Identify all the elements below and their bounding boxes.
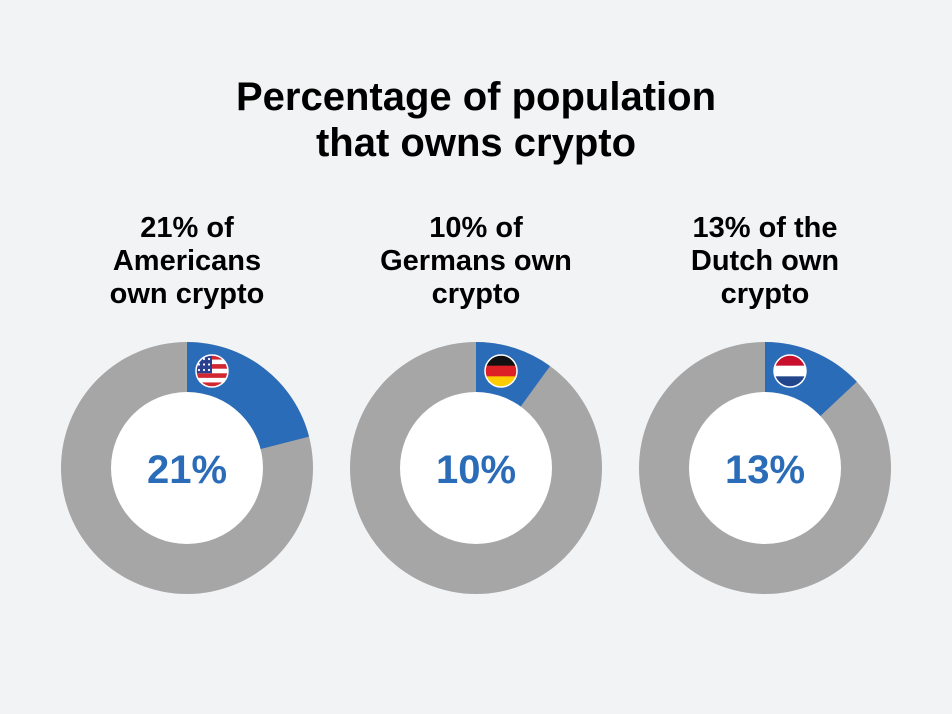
flag-stripe [196,377,228,383]
caption-line: crypto [431,278,521,310]
flag-border [484,354,518,388]
flag-band [485,365,517,377]
germany-flag-icon [485,355,517,387]
flag-border [773,354,807,388]
caption-line: crypto [720,278,810,310]
caption-line: 10% of [429,212,523,244]
caption-line: 13% of the [692,212,838,244]
caption-line: 21% of [140,212,234,244]
flag-star [197,368,201,372]
flag-band [774,376,806,387]
donut-hole [111,392,263,544]
donut-hole [689,392,841,544]
flag-star [207,363,211,366]
donut-center-label: 21% [147,448,227,492]
caption-line: Germans own [380,245,572,277]
panel-caption-us: 21% of Americans own crypto [57,212,317,311]
flag-band [485,376,517,387]
panel-caption-netherlands: 13% of the Dutch own crypto [635,212,895,311]
flag-border [195,354,229,388]
donut-hole [400,392,552,544]
flag-star [202,357,206,361]
caption-line: own crypto [109,278,265,310]
chart-title-line: Percentage of population [235,75,717,119]
chart-title-line: that owns crypto [315,121,637,165]
flag-stripe [196,382,228,387]
flag-star [202,368,206,372]
caption-line: Dutch own [690,245,840,277]
flag-band [485,355,517,366]
panel-caption-germany: 10% of Germans own crypto [346,212,606,311]
flag-star [197,363,201,366]
chart-title: Percentage of population that owns crypt… [0,74,952,166]
donut-center-label: 10% [436,448,516,492]
flag-band [774,355,806,366]
donut-chart-us: 21% [61,342,313,594]
flag-stripe [196,373,228,379]
flag-star [202,363,206,366]
netherlands-flag-icon [774,355,806,387]
flag-star [207,368,211,372]
donut-chart-netherlands: 13% [639,342,891,594]
caption-line: Americans [112,245,262,277]
flag-star [207,357,211,361]
us-flag-icon [196,355,228,387]
donut-chart-germany: 10% [350,342,602,594]
donut-center-label: 13% [725,448,805,492]
flag-band [774,365,806,377]
